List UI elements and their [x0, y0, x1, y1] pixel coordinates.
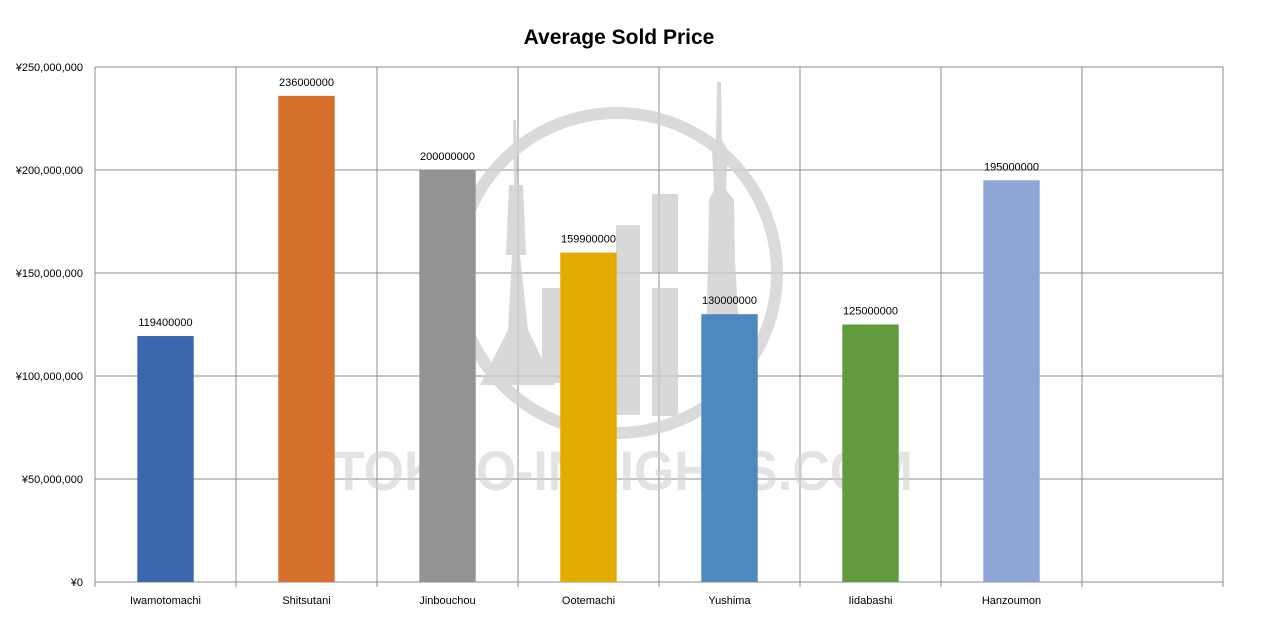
bar	[983, 180, 1040, 583]
bars	[137, 95, 1040, 583]
y-axis: ¥0 ¥50,000,000 ¥100,000,000 ¥150,000,000 ¥20…	[15, 62, 83, 589]
chart-title: Average Sold Price	[524, 26, 715, 49]
y-tick-label: ¥200,000,000	[15, 165, 83, 177]
y-tick-label: ¥0	[70, 577, 83, 589]
data-label: 200000000	[420, 151, 475, 163]
data-label: 236000000	[279, 77, 334, 89]
y-tick-label: ¥100,000,000	[15, 371, 83, 383]
data-label: 125000000	[843, 306, 898, 318]
data-label: 119400000	[138, 317, 192, 329]
y-tick-label: ¥50,000,000	[21, 474, 83, 486]
bar	[419, 170, 476, 582]
data-labels: 119400000 236000000 200000000 159900000 1300…	[138, 77, 1039, 329]
data-label: 159900000	[561, 234, 616, 246]
data-label: 195000000	[984, 161, 1039, 173]
x-tick-label: Shitsutani	[282, 595, 330, 607]
y-tick-label: ¥250,000,000	[15, 62, 83, 74]
bar	[137, 336, 194, 582]
bar	[701, 314, 758, 582]
x-tick-label: Iidabashi	[848, 595, 892, 607]
x-tick-label: Jinbouchou	[419, 595, 475, 607]
bar	[560, 252, 617, 582]
bar	[278, 95, 335, 582]
x-tick-label: Yushima	[708, 595, 751, 607]
y-tick-label: ¥150,000,000	[15, 268, 83, 280]
x-axis: Iwamotomachi Shitsutani Jinbouchou Ootemach…	[130, 595, 1041, 607]
x-tick-label: Ootemachi	[562, 595, 615, 607]
x-tick-label: Hanzoumon	[982, 595, 1041, 607]
bar	[842, 324, 899, 582]
x-tick-label: Iwamotomachi	[130, 595, 201, 607]
data-label: 130000000	[702, 295, 757, 307]
